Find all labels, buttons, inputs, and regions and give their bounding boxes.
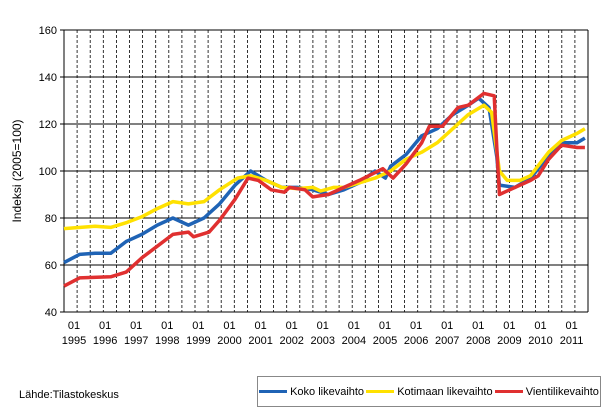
y-tick-label: 40 <box>45 307 57 319</box>
y-axis-label: Indeksi (2005=100) <box>10 119 24 222</box>
x-tick-year-label: 1997 <box>124 335 148 347</box>
x-tick-month-label: 01 <box>472 320 484 332</box>
x-tick-year-label: 2007 <box>435 335 459 347</box>
y-tick-label: 100 <box>39 166 57 178</box>
x-tick-month-label: 01 <box>534 320 546 332</box>
x-tick-month-label: 01 <box>99 320 111 332</box>
y-tick-label: 160 <box>39 25 57 37</box>
x-tick-month-label: 01 <box>223 320 235 332</box>
x-tick-year-label: 2004 <box>342 335 366 347</box>
x-tick-month-label: 01 <box>68 320 80 332</box>
y-tick-label: 80 <box>45 213 57 225</box>
x-tick-year-label: 1995 <box>62 335 86 347</box>
x-tick-month-label: 01 <box>130 320 142 332</box>
x-tick-year-label: 2009 <box>497 335 521 347</box>
x-tick-month-label: 01 <box>286 320 298 332</box>
legend-item: Kotimaan likevaihto <box>366 385 493 398</box>
x-tick-month-label: 01 <box>503 320 515 332</box>
legend-label: Kotimaan likevaihto <box>397 385 493 398</box>
x-tick-year-label: 2010 <box>528 335 552 347</box>
x-tick-month-label: 01 <box>565 320 577 332</box>
y-tick-label: 120 <box>39 119 57 131</box>
x-tick-year-label: 2000 <box>217 335 241 347</box>
x-tick-year-label: 2002 <box>279 335 303 347</box>
x-tick-year-label: 1996 <box>93 335 117 347</box>
line-chart: 40 60 80 100 120 140 160 01 1995 01 1996 01 1997 01 19… <box>10 25 589 347</box>
y-tick-label: 140 <box>39 72 57 84</box>
x-tick-month-label: 01 <box>161 320 173 332</box>
y-tick-label: 60 <box>45 260 57 272</box>
x-tick-year-label: 2011 <box>560 335 584 347</box>
legend-item: Koko likevaihto <box>259 386 364 398</box>
x-tick-year-label: 2006 <box>404 335 428 347</box>
legend-swatch <box>494 390 523 393</box>
x-tick-month-label: 01 <box>379 320 391 332</box>
legend-item: Vientilikevaihto <box>494 385 599 398</box>
legend-label: Koko likevaihto <box>290 385 365 398</box>
source-note: Lähde:Tilastokeskus <box>19 389 119 401</box>
x-tick-year-label: 2005 <box>373 335 397 347</box>
legend-swatch <box>366 390 395 393</box>
x-tick-year-label: 1998 <box>155 335 179 347</box>
x-tick-month-label: 01 <box>192 320 204 332</box>
x-tick-year-label: 2001 <box>248 335 272 347</box>
x-tick-month-label: 01 <box>410 320 422 332</box>
x-tick-year-label: 2003 <box>311 335 335 347</box>
x-tick-month-label: 01 <box>441 320 453 332</box>
x-tick-year-label: 1999 <box>186 335 210 347</box>
x-tick-month-label: 01 <box>348 320 360 332</box>
series-line <box>63 91 585 288</box>
x-tick-month-label: 01 <box>317 320 329 332</box>
x-tick-year-label: 2008 <box>466 335 490 347</box>
legend-swatch <box>259 390 288 393</box>
legend-label: Vientilikevaihto <box>525 385 599 398</box>
legend: Koko likevaihto Kotimaan likevaihto Vien… <box>257 376 601 407</box>
x-tick-month-label: 01 <box>254 320 266 332</box>
